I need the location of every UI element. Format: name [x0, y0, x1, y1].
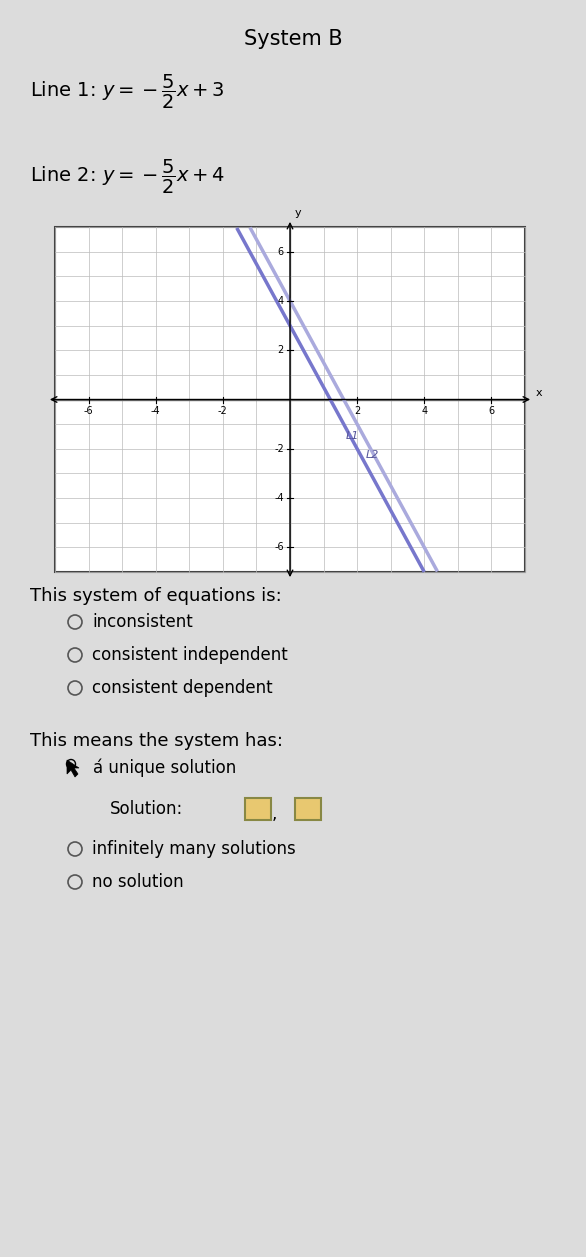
- Text: This system of equations is:: This system of equations is:: [30, 587, 282, 605]
- Text: á unique solution: á unique solution: [93, 759, 236, 777]
- Text: consistent independent: consistent independent: [92, 646, 288, 664]
- Text: L2: L2: [366, 450, 379, 460]
- Text: 6: 6: [278, 246, 284, 256]
- Text: Line 2: $y = -\dfrac{5}{2}x + 4$: Line 2: $y = -\dfrac{5}{2}x + 4$: [30, 158, 225, 196]
- Bar: [295, 798, 321, 820]
- Text: L1: L1: [346, 431, 359, 441]
- Text: 4: 4: [421, 406, 427, 416]
- Text: 2: 2: [278, 346, 284, 356]
- Text: y: y: [295, 207, 301, 217]
- Text: This means the system has:: This means the system has:: [30, 732, 283, 750]
- Text: 2: 2: [354, 406, 360, 416]
- Text: no solution: no solution: [92, 874, 183, 891]
- Text: x: x: [536, 387, 542, 397]
- Text: System B: System B: [244, 29, 342, 49]
- Text: infinitely many solutions: infinitely many solutions: [92, 840, 296, 859]
- Text: Line 1: $y = -\dfrac{5}{2}x + 3$: Line 1: $y = -\dfrac{5}{2}x + 3$: [30, 73, 224, 111]
- Polygon shape: [67, 760, 79, 777]
- Text: 4: 4: [278, 295, 284, 305]
- Text: -2: -2: [274, 444, 284, 454]
- Text: consistent dependent: consistent dependent: [92, 679, 272, 696]
- Bar: [245, 798, 271, 820]
- Text: -4: -4: [151, 406, 161, 416]
- Text: 6: 6: [488, 406, 495, 416]
- Text: -4: -4: [274, 493, 284, 503]
- Text: -6: -6: [274, 542, 284, 552]
- Text: -2: -2: [218, 406, 228, 416]
- Text: inconsistent: inconsistent: [92, 613, 193, 631]
- Text: ,: ,: [272, 804, 277, 823]
- Text: -6: -6: [84, 406, 93, 416]
- Bar: [55, 228, 525, 572]
- Text: Solution:: Solution:: [110, 799, 183, 818]
